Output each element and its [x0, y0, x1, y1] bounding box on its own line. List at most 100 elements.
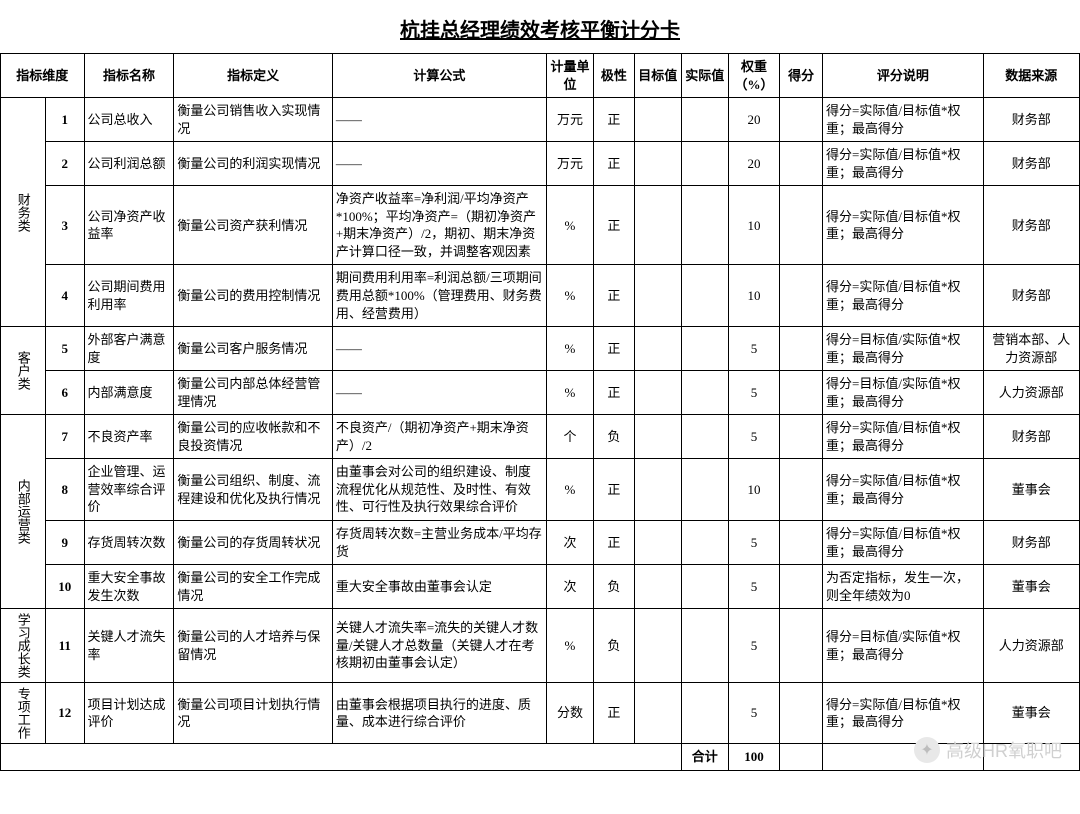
score: [780, 609, 823, 683]
polarity: 负: [594, 415, 635, 459]
actual-value: [681, 142, 728, 186]
target-value: [634, 327, 681, 371]
data-source: 人力资源部: [983, 371, 1079, 415]
unit: 分数: [546, 683, 593, 744]
weight: 5: [728, 609, 779, 683]
data-source: 董事会: [983, 459, 1079, 521]
scorecard-table: 指标维度 指标名称 指标定义 计算公式 计量单位 极性 目标值 实际值 权重（%…: [0, 53, 1080, 771]
unit: 万元: [546, 142, 593, 186]
data-source: 财务部: [983, 265, 1079, 327]
table-row: 4公司期间费用利用率衡量公司的费用控制情况期间费用利用率=利润总额/三项期间费用…: [1, 265, 1080, 327]
dimension-cell: 内部运营类: [1, 415, 46, 609]
col-definition: 指标定义: [174, 54, 332, 98]
row-index: 4: [45, 265, 84, 327]
target-value: [634, 565, 681, 609]
table-row: 内部运营类7不良资产率衡量公司的应收帐款和不良投资情况不良资产/（期初净资产+期…: [1, 415, 1080, 459]
indicator-formula: 关键人才流失率=流失的关键人才数量/关键人才总数量（关键人才在考核期初由董事会认…: [332, 609, 546, 683]
row-index: 8: [45, 459, 84, 521]
indicator-name: 存货周转次数: [84, 521, 174, 565]
score-desc: 得分=实际值/目标值*权重；最高得分: [823, 98, 984, 142]
score: [780, 142, 823, 186]
data-source: 营销本部、人力资源部: [983, 327, 1079, 371]
actual-value: [681, 415, 728, 459]
target-value: [634, 265, 681, 327]
target-value: [634, 459, 681, 521]
table-row: 3公司净资产收益率衡量公司资产获利情况净资产收益率=净利润/平均净资产*100%…: [1, 186, 1080, 265]
table-row: 6内部满意度衡量公司内部总体经营管理情况——%正5得分=目标值/实际值*权重；最…: [1, 371, 1080, 415]
table-row: 8企业管理、运营效率综合评价衡量公司组织、制度、流程建设和优化及执行情况由董事会…: [1, 459, 1080, 521]
table-row: 学习成长类11关键人才流失率衡量公司的人才培养与保留情况关键人才流失率=流失的关…: [1, 609, 1080, 683]
row-index: 9: [45, 521, 84, 565]
indicator-definition: 衡量公司的安全工作完成情况: [174, 565, 332, 609]
indicator-formula: 重大安全事故由董事会认定: [332, 565, 546, 609]
total-cell: [823, 744, 984, 771]
indicator-formula: ——: [332, 98, 546, 142]
polarity: 正: [594, 186, 635, 265]
indicator-formula: ——: [332, 142, 546, 186]
weight: 5: [728, 565, 779, 609]
table-header-row: 指标维度 指标名称 指标定义 计算公式 计量单位 极性 目标值 实际值 权重（%…: [1, 54, 1080, 98]
indicator-name: 公司期间费用利用率: [84, 265, 174, 327]
actual-value: [681, 98, 728, 142]
weight: 20: [728, 142, 779, 186]
weight: 5: [728, 683, 779, 744]
score-desc: 得分=实际值/目标值*权重；最高得分: [823, 459, 984, 521]
polarity: 正: [594, 521, 635, 565]
indicator-definition: 衡量公司项目计划执行情况: [174, 683, 332, 744]
unit: %: [546, 371, 593, 415]
unit: %: [546, 265, 593, 327]
dimension-cell: 学习成长类: [1, 609, 46, 683]
actual-value: [681, 683, 728, 744]
weight: 10: [728, 265, 779, 327]
score: [780, 265, 823, 327]
col-name: 指标名称: [84, 54, 174, 98]
actual-value: [681, 327, 728, 371]
indicator-formula: 净资产收益率=净利润/平均净资产*100%；平均净资产=（期初净资产+期末净资产…: [332, 186, 546, 265]
row-index: 1: [45, 98, 84, 142]
row-index: 7: [45, 415, 84, 459]
total-cell: 合计: [681, 744, 728, 771]
polarity: 正: [594, 683, 635, 744]
total-cell: [983, 744, 1079, 771]
table-row: 10重大安全事故发生次数衡量公司的安全工作完成情况重大安全事故由董事会认定次负5…: [1, 565, 1080, 609]
indicator-definition: 衡量公司的利润实现情况: [174, 142, 332, 186]
row-index: 3: [45, 186, 84, 265]
row-index: 10: [45, 565, 84, 609]
row-index: 11: [45, 609, 84, 683]
weight: 5: [728, 371, 779, 415]
unit: 个: [546, 415, 593, 459]
unit: 次: [546, 565, 593, 609]
indicator-formula: ——: [332, 327, 546, 371]
table-row: 2公司利润总额衡量公司的利润实现情况——万元正20得分=实际值/目标值*权重；最…: [1, 142, 1080, 186]
indicator-definition: 衡量公司销售收入实现情况: [174, 98, 332, 142]
target-value: [634, 521, 681, 565]
polarity: 正: [594, 459, 635, 521]
indicator-formula: 不良资产/（期初净资产+期末净资产）/2: [332, 415, 546, 459]
total-cell: [780, 744, 823, 771]
polarity: 负: [594, 565, 635, 609]
row-index: 5: [45, 327, 84, 371]
col-polarity: 极性: [594, 54, 635, 98]
unit: %: [546, 186, 593, 265]
data-source: 财务部: [983, 142, 1079, 186]
indicator-name: 企业管理、运营效率综合评价: [84, 459, 174, 521]
data-source: 财务部: [983, 521, 1079, 565]
col-formula: 计算公式: [332, 54, 546, 98]
data-source: 人力资源部: [983, 609, 1079, 683]
score: [780, 565, 823, 609]
target-value: [634, 371, 681, 415]
indicator-name: 项目计划达成评价: [84, 683, 174, 744]
indicator-formula: 由董事会对公司的组织建设、制度流程优化从规范性、及时性、有效性、可行性及执行效果…: [332, 459, 546, 521]
indicator-definition: 衡量公司的费用控制情况: [174, 265, 332, 327]
actual-value: [681, 371, 728, 415]
unit: 次: [546, 521, 593, 565]
actual-value: [681, 609, 728, 683]
score-desc: 得分=目标值/实际值*权重；最高得分: [823, 371, 984, 415]
dimension-cell: 财务类: [1, 98, 46, 327]
score-desc: 得分=实际值/目标值*权重；最高得分: [823, 186, 984, 265]
score: [780, 459, 823, 521]
target-value: [634, 609, 681, 683]
score-desc: 得分=实际值/目标值*权重；最高得分: [823, 142, 984, 186]
score-desc: 得分=实际值/目标值*权重；最高得分: [823, 683, 984, 744]
polarity: 正: [594, 265, 635, 327]
